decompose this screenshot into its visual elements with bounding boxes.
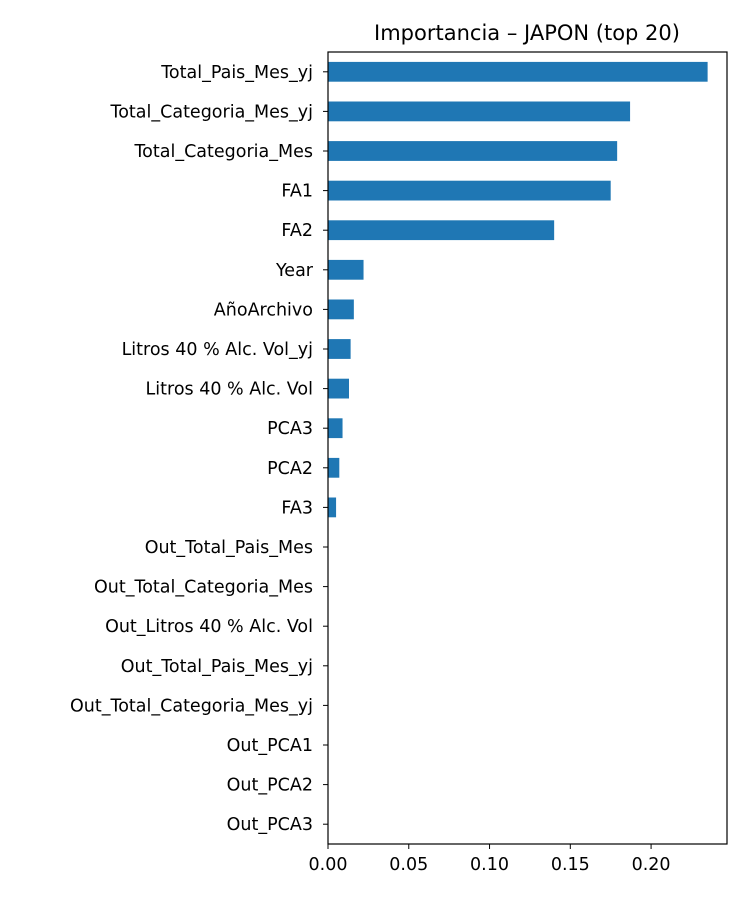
x-tick-label: 0.10	[470, 855, 509, 875]
bar	[328, 457, 340, 478]
y-tick-label: PCA3	[267, 419, 313, 439]
y-tick-label: Out_Total_Categoria_Mes_yj	[70, 696, 313, 716]
y-tick-label: PCA2	[267, 459, 313, 479]
y-tick-label: Out_Total_Pais_Mes_yj	[121, 657, 313, 677]
x-axis-ticks: 0.00 0.05 0.10 0.15 0.20	[309, 844, 671, 875]
y-tick-label: Out_Total_Categoria_Mes	[94, 578, 313, 598]
bar	[328, 299, 354, 320]
y-tick-label: Out_PCA3	[227, 815, 313, 835]
bar	[328, 497, 337, 518]
y-tick-label: Out_PCA1	[227, 736, 313, 756]
bar	[328, 180, 611, 201]
bar	[328, 61, 708, 82]
y-tick-label: AñoArchivo	[214, 300, 313, 320]
bar	[328, 259, 364, 280]
bar	[328, 220, 555, 241]
y-tick-label: Out_Total_Pais_Mes	[145, 538, 313, 558]
bar	[328, 378, 349, 399]
x-tick-label: 0.05	[389, 855, 428, 875]
x-tick-label: 0.15	[551, 855, 590, 875]
chart-title: Importancia – JAPON (top 20)	[374, 21, 680, 45]
bar	[328, 339, 351, 359]
bar	[328, 101, 631, 122]
x-tick-label: 0.20	[632, 855, 671, 875]
bars-layer	[328, 61, 708, 518]
y-tick-label: FA2	[281, 221, 313, 241]
y-tick-label: Litros 40 % Alc. Vol_yj	[122, 340, 313, 360]
y-tick-label: FA1	[281, 182, 313, 202]
bar	[328, 418, 343, 439]
y-tick-label: Total_Categoria_Mes_yj	[110, 102, 314, 122]
y-tick-label: Out_PCA2	[227, 776, 313, 796]
axes-frame	[327, 51, 728, 845]
y-tick-label: FA3	[281, 498, 313, 518]
y-tick-label: Total_Pais_Mes_yj	[160, 63, 313, 83]
x-tick-label: 0.00	[309, 855, 348, 875]
bar	[328, 141, 618, 161]
y-tick-label: Out_Litros 40 % Alc. Vol	[105, 617, 313, 637]
y-tick-label: Year	[275, 261, 314, 281]
y-axis-ticks: Total_Pais_Mes_yj Total_Categoria_Mes_yj T…	[70, 63, 328, 835]
y-tick-label: Litros 40 % Alc. Vol	[146, 380, 313, 400]
y-tick-label: Total_Categoria_Mes	[133, 142, 313, 162]
